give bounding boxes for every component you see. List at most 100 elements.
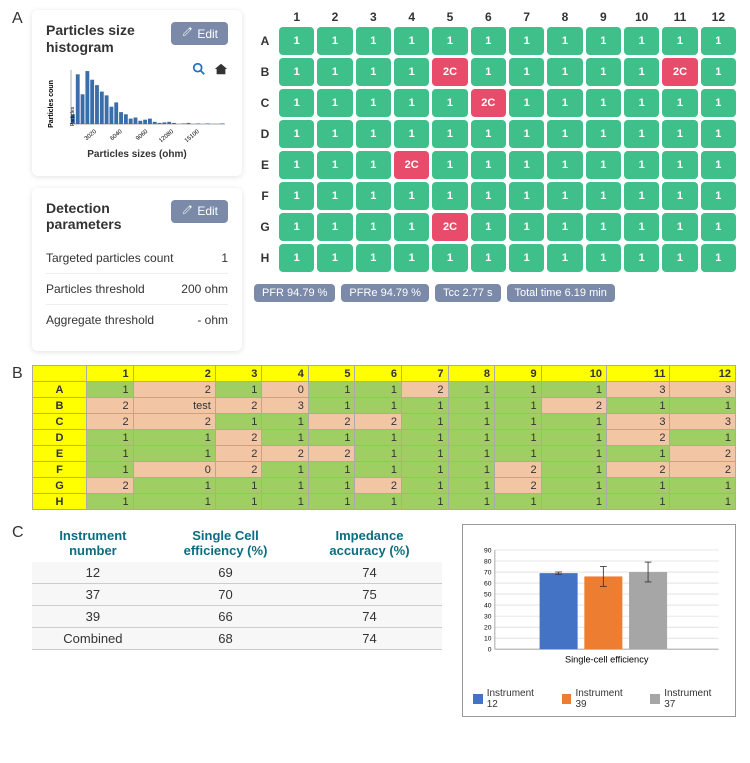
zoom-icon[interactable] xyxy=(192,62,206,79)
plate-well[interactable]: 1 xyxy=(509,213,544,241)
plate-well[interactable]: 1 xyxy=(547,182,582,210)
detection-edit-button[interactable]: Edit xyxy=(171,200,228,223)
plate-well[interactable]: 1 xyxy=(317,27,352,55)
plate-well[interactable]: 1 xyxy=(624,213,659,241)
plate-well[interactable]: 1 xyxy=(432,182,467,210)
plate-well[interactable]: 2C xyxy=(662,58,697,86)
plate-well[interactable]: 1 xyxy=(624,120,659,148)
plate-well[interactable]: 1 xyxy=(509,27,544,55)
plate-well[interactable]: 1 xyxy=(394,182,429,210)
plate-well[interactable]: 1 xyxy=(432,120,467,148)
plate-well[interactable]: 1 xyxy=(317,244,352,272)
plate-well[interactable]: 1 xyxy=(701,151,736,179)
plate-well[interactable]: 1 xyxy=(356,244,391,272)
plate-well[interactable]: 1 xyxy=(394,89,429,117)
plate-well[interactable]: 1 xyxy=(509,182,544,210)
plate-well[interactable]: 2C xyxy=(471,89,506,117)
plate-well[interactable]: 1 xyxy=(586,244,621,272)
plate-well[interactable]: 1 xyxy=(547,120,582,148)
plate-well[interactable]: 1 xyxy=(624,27,659,55)
plate-well[interactable]: 1 xyxy=(279,244,314,272)
plate-well[interactable]: 1 xyxy=(586,151,621,179)
plate-well[interactable]: 1 xyxy=(471,27,506,55)
plate-well[interactable]: 1 xyxy=(701,120,736,148)
plate-well[interactable]: 1 xyxy=(547,213,582,241)
plate-well[interactable]: 1 xyxy=(586,182,621,210)
plate-well[interactable]: 1 xyxy=(662,27,697,55)
plate-well[interactable]: 1 xyxy=(701,27,736,55)
plate-well[interactable]: 2C xyxy=(432,213,467,241)
plate-well[interactable]: 1 xyxy=(586,27,621,55)
plate-well[interactable]: 1 xyxy=(432,27,467,55)
plate-well[interactable]: 1 xyxy=(432,244,467,272)
plate-well[interactable]: 1 xyxy=(662,120,697,148)
plate-well[interactable]: 1 xyxy=(279,182,314,210)
plate-well[interactable]: 1 xyxy=(471,244,506,272)
plate-well[interactable]: 1 xyxy=(509,58,544,86)
plate-well[interactable]: 1 xyxy=(586,58,621,86)
plate-well[interactable]: 1 xyxy=(662,151,697,179)
plate-well[interactable]: 1 xyxy=(394,213,429,241)
plate-well[interactable]: 1 xyxy=(394,58,429,86)
plate-well[interactable]: 1 xyxy=(586,120,621,148)
plate-well[interactable]: 1 xyxy=(317,89,352,117)
plate-well[interactable]: 1 xyxy=(509,89,544,117)
plate-well[interactable]: 1 xyxy=(356,151,391,179)
plate-well[interactable]: 1 xyxy=(317,151,352,179)
plate-well[interactable]: 1 xyxy=(701,213,736,241)
plate-well[interactable]: 1 xyxy=(394,244,429,272)
plate-well[interactable]: 1 xyxy=(586,89,621,117)
plate-well[interactable]: 1 xyxy=(509,120,544,148)
plate-well[interactable]: 1 xyxy=(356,58,391,86)
plate-well[interactable]: 1 xyxy=(317,120,352,148)
plate-well[interactable]: 1 xyxy=(624,244,659,272)
plate-well[interactable]: 2C xyxy=(394,151,429,179)
plate-well[interactable]: 1 xyxy=(356,89,391,117)
plate-well[interactable]: 1 xyxy=(624,89,659,117)
plate-well[interactable]: 1 xyxy=(394,120,429,148)
plate-well[interactable]: 1 xyxy=(471,182,506,210)
plate-well[interactable]: 1 xyxy=(279,151,314,179)
plate-well[interactable]: 1 xyxy=(394,27,429,55)
plate-well[interactable]: 1 xyxy=(317,58,352,86)
plate-well[interactable]: 1 xyxy=(356,213,391,241)
plate-well[interactable]: 2C xyxy=(432,58,467,86)
plate-well[interactable]: 1 xyxy=(662,182,697,210)
plate-well[interactable]: 1 xyxy=(432,151,467,179)
plate-well[interactable]: 1 xyxy=(662,213,697,241)
plate-well[interactable]: 1 xyxy=(547,58,582,86)
plate-well[interactable]: 1 xyxy=(432,89,467,117)
plate-well[interactable]: 1 xyxy=(356,120,391,148)
plate-well[interactable]: 1 xyxy=(547,89,582,117)
plate-well[interactable]: 1 xyxy=(701,89,736,117)
plate-well[interactable]: 1 xyxy=(624,58,659,86)
home-icon[interactable] xyxy=(214,62,228,79)
plate-well[interactable]: 1 xyxy=(624,151,659,179)
plate-well[interactable]: 1 xyxy=(547,151,582,179)
plate-well[interactable]: 1 xyxy=(701,58,736,86)
plate-well[interactable]: 1 xyxy=(701,182,736,210)
plate-well[interactable]: 1 xyxy=(279,89,314,117)
plate-well[interactable]: 1 xyxy=(547,27,582,55)
plate-well[interactable]: 1 xyxy=(279,120,314,148)
plate-well[interactable]: 1 xyxy=(471,213,506,241)
plate-well[interactable]: 1 xyxy=(356,182,391,210)
plate-well[interactable]: 1 xyxy=(356,27,391,55)
plate-well[interactable]: 1 xyxy=(471,151,506,179)
plate-well[interactable]: 1 xyxy=(279,58,314,86)
plate-well[interactable]: 1 xyxy=(509,151,544,179)
plate-well[interactable]: 1 xyxy=(662,244,697,272)
plate-well[interactable]: 1 xyxy=(317,182,352,210)
plate-well[interactable]: 1 xyxy=(662,89,697,117)
plate-well[interactable]: 1 xyxy=(317,213,352,241)
plate-well[interactable]: 1 xyxy=(547,244,582,272)
plate-well[interactable]: 1 xyxy=(279,27,314,55)
plate-well[interactable]: 1 xyxy=(509,244,544,272)
histogram-edit-button[interactable]: Edit xyxy=(171,22,228,45)
plate-well[interactable]: 1 xyxy=(624,182,659,210)
plate-well[interactable]: 1 xyxy=(586,213,621,241)
plate-well[interactable]: 1 xyxy=(471,120,506,148)
plate-well[interactable]: 1 xyxy=(279,213,314,241)
plate-well[interactable]: 1 xyxy=(701,244,736,272)
plate-well[interactable]: 1 xyxy=(471,58,506,86)
